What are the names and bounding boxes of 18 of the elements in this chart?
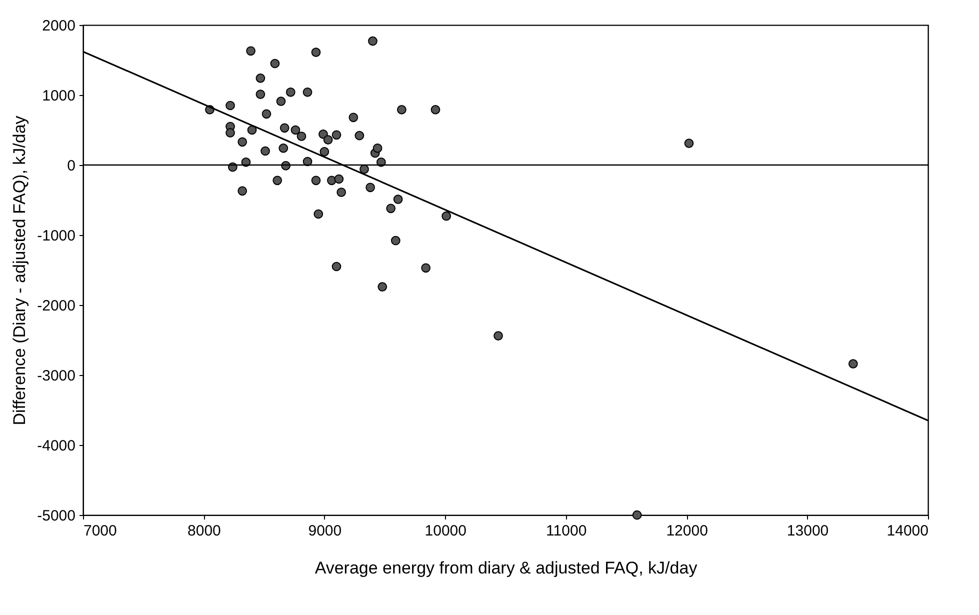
y-tick-label: 1000 [42,88,76,104]
y-tick-label: -3000 [37,368,76,384]
x-tick-label: 11000 [546,522,587,540]
x-tick-label: 13000 [786,522,829,540]
y-tick-label: 0 [67,158,76,174]
x-tick-label: 8000 [188,522,221,540]
x-tick-label: 7000 [84,522,117,540]
x-tick-label: 9000 [308,522,342,540]
x-axis-title: Average energy from diary & adjusted FAQ, kJ/day [314,558,698,578]
y-tick-label: -4000 [37,438,76,454]
x-tick-label: 14000 [886,522,928,540]
x-tick-label: 12000 [666,522,708,540]
y-tick-label: -2000 [37,298,76,314]
x-tick-label: 10000 [424,522,466,540]
y-tick-label: -1000 [37,228,76,244]
y-tick-label: -5000 [37,508,76,524]
y-tick-label: 2000 [42,18,76,34]
y-axis-title: Difference (Diary - adjusted FAQ), kJ/day [10,115,30,426]
